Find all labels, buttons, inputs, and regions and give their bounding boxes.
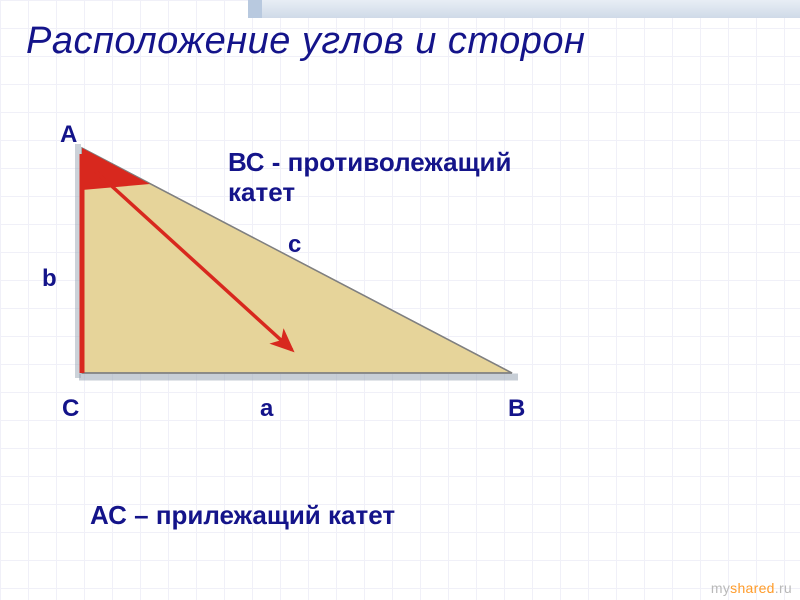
caption-opposite-line2: катет	[228, 177, 295, 207]
watermark-pre: my	[711, 580, 730, 596]
svg-text:А: А	[60, 121, 77, 148]
svg-text:а: а	[260, 395, 274, 422]
watermark-accent: shared	[730, 580, 775, 596]
caption-opposite-line1: ВС - противолежащий	[228, 147, 512, 177]
slide-content: Расположение углов и сторон А В Са b с ВС - …	[0, 0, 800, 600]
svg-text:с: с	[288, 231, 301, 258]
caption-adjacent-leg: АС – прилежащий катет	[90, 500, 395, 531]
caption-opposite-leg: ВС - противолежащий катет	[228, 148, 512, 208]
watermark-post: .ru	[775, 580, 792, 596]
svg-text:С: С	[62, 395, 79, 422]
watermark: myshared.ru	[711, 580, 792, 596]
svg-text:В: В	[508, 395, 525, 422]
svg-text:b: b	[42, 265, 57, 292]
page-title: Расположение углов и сторон	[26, 20, 774, 63]
